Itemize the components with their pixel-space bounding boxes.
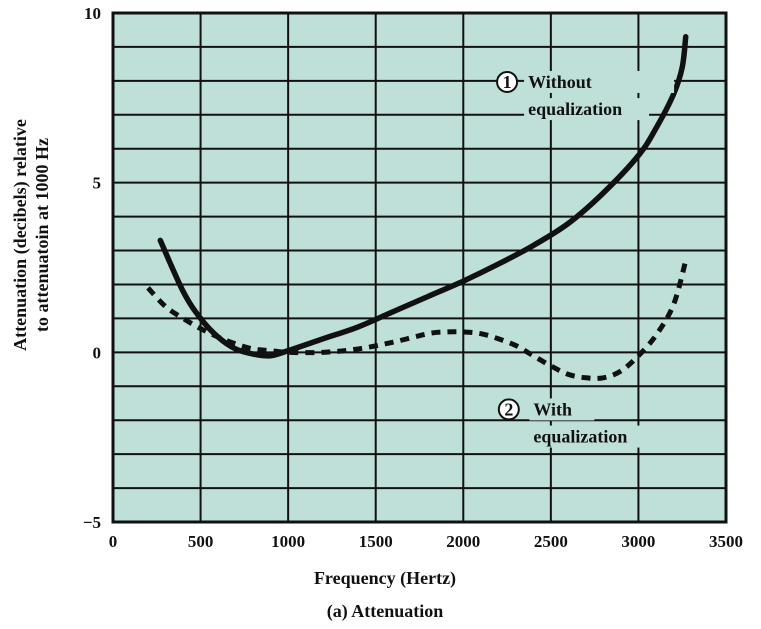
x-tick-label: 3000 [621, 532, 655, 551]
series-annotation-1: 1 Without equalization [496, 70, 675, 121]
x-tick-label: 1000 [271, 532, 305, 551]
y-tick-label: 10 [84, 4, 101, 23]
annotation-number: 1 [503, 72, 512, 92]
annotation-bg [524, 98, 650, 121]
series-lines [146, 34, 689, 381]
series-line-2 [146, 260, 689, 381]
figure-caption: (a) Attenuation [327, 601, 444, 622]
series-annotation-2: 2 With equalization [497, 398, 655, 448]
y-tick-label: 0 [93, 343, 102, 362]
annotation-bg [524, 70, 675, 93]
x-tick-label: 1500 [359, 532, 393, 551]
annotation-label-line-1: Without [528, 72, 592, 92]
x-tick-label: 500 [188, 532, 214, 551]
annotation-bg [529, 398, 595, 421]
y-tick-label: −5 [83, 513, 101, 532]
annotation-label-line-2: equalization [533, 427, 627, 447]
series-annotations: 1 Without equalization 2 With equalization [496, 70, 675, 448]
x-tick-label: 0 [109, 532, 118, 551]
annotation-label-line-1: With [533, 399, 572, 419]
x-tick-label: 2500 [534, 532, 568, 551]
plot-frame [111, 11, 728, 524]
x-axis-title: Frequency (Hertz) [314, 568, 456, 589]
y-axis-title-line-2: to attenuatoin at 1000 Hz [32, 138, 52, 332]
annotation-number: 2 [504, 399, 513, 419]
annotation-number-circle [497, 398, 520, 421]
x-tick-label: 2000 [446, 532, 480, 551]
annotation-label-line-2: equalization [528, 99, 622, 119]
annotation-bg [529, 425, 655, 448]
series-line-1 [157, 34, 689, 359]
x-tick-label: 3500 [709, 532, 743, 551]
tick-labels: 0 500 1000 1500 2000 2500 3000 3500 −5 0 5 10 [83, 4, 743, 551]
annotation-number-circle [496, 70, 519, 93]
y-axis-title-line-1: Attenuation (decibels) relative [10, 119, 31, 351]
y-tick-label: 5 [93, 174, 102, 193]
